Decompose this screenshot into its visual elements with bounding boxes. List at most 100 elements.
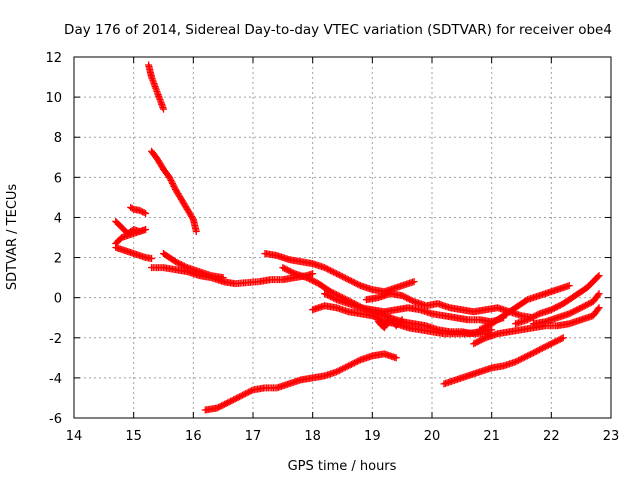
y-tick-label: 10: [45, 91, 62, 106]
data-point: [543, 342, 551, 350]
y-tick-label: 12: [45, 51, 62, 66]
data-point: [283, 266, 291, 274]
x-tick-label: 15: [125, 429, 142, 444]
data-point: [534, 310, 542, 318]
data-point: [346, 361, 354, 369]
data-point: [594, 305, 602, 313]
data-point: [324, 291, 332, 299]
data-point: [595, 290, 603, 298]
x-axis-label: GPS time / hours: [288, 459, 397, 474]
data-point: [333, 368, 341, 376]
data-point: [310, 277, 318, 285]
data-point: [477, 325, 485, 333]
x-tick-label: 14: [66, 429, 83, 444]
x-tick-label: 22: [543, 429, 560, 444]
data-point: [516, 356, 524, 364]
x-tick-label: 16: [185, 429, 202, 444]
data-point: [343, 363, 351, 371]
data-point: [328, 293, 336, 301]
series-arc-m: [374, 314, 406, 332]
data-point: [140, 209, 148, 217]
data-point: [525, 315, 533, 323]
series-arc-n: [476, 282, 573, 334]
data-point: [192, 227, 200, 235]
series-arc-r: [440, 334, 567, 388]
data-point: [306, 275, 314, 283]
data-point: [595, 304, 603, 312]
y-axis-label: SDTVAR / TECUs: [5, 184, 20, 291]
y-tick-label: -4: [49, 372, 62, 387]
data-point: [350, 359, 358, 367]
data-point: [538, 344, 546, 352]
y-tick-label: -6: [49, 412, 62, 427]
data-point: [171, 258, 179, 266]
data-point: [167, 176, 175, 184]
plot-frame: [73, 56, 612, 419]
y-tick-label: -2: [49, 332, 62, 347]
y-tick-label: 6: [54, 171, 62, 186]
data-point: [288, 268, 296, 276]
data-point: [579, 303, 587, 311]
x-tick-labels: 14 15 16 17 18 19 20 21 22 23: [66, 57, 619, 444]
data-point: [547, 306, 555, 314]
data-point: [400, 292, 408, 300]
data-point: [556, 301, 564, 309]
data-point: [128, 204, 136, 212]
data-point: [337, 366, 345, 374]
data-point: [583, 301, 591, 309]
data-point: [476, 326, 484, 334]
data-point: [279, 264, 287, 272]
data-point: [136, 206, 144, 214]
data-point: [160, 105, 167, 113]
data-point: [355, 281, 363, 289]
series-arc-b: [148, 147, 200, 235]
data-point: [240, 390, 248, 398]
data-point: [234, 393, 242, 401]
data-point: [346, 276, 354, 284]
data-point: [477, 336, 485, 344]
grid-lines: [74, 57, 611, 418]
data-point: [373, 314, 381, 322]
data-point: [169, 181, 177, 189]
series-arc-h: [261, 250, 418, 296]
data-point: [480, 335, 488, 343]
data-point: [225, 398, 233, 406]
data-point: [409, 297, 417, 305]
series-arc-g: [160, 250, 227, 282]
x-tick-label: 19: [364, 429, 381, 444]
data-point: [337, 272, 345, 280]
data-point: [180, 262, 188, 270]
data-point: [397, 317, 405, 325]
data-point: [565, 282, 573, 290]
x-tick-label: 17: [245, 429, 262, 444]
data-point: [574, 305, 582, 313]
data-point: [168, 178, 176, 186]
data-point: [559, 334, 567, 342]
data-point: [476, 337, 484, 345]
data-point: [520, 353, 528, 361]
data-point: [328, 267, 336, 275]
data-point: [485, 321, 493, 329]
data-point: [350, 279, 358, 287]
data-point: [480, 323, 488, 331]
data-point: [355, 357, 363, 365]
data-point: [552, 338, 560, 346]
data-point: [534, 347, 542, 355]
data-point: [410, 278, 418, 286]
data-point: [227, 397, 235, 405]
data-point: [529, 349, 537, 357]
y-tick-label: 0: [54, 292, 62, 307]
data-point: [230, 396, 238, 404]
chart-title: Day 176 of 2014, Sidereal Day-to-day VTE…: [64, 22, 612, 38]
data-point: [570, 307, 578, 315]
series-arc-o: [512, 272, 603, 328]
series-arc-e: [112, 244, 156, 263]
y-tick-label: 4: [54, 211, 62, 226]
data-point: [471, 339, 479, 347]
data-point: [398, 316, 406, 324]
series-arc-s: [201, 350, 400, 414]
data-point: [166, 175, 174, 183]
data-point: [137, 207, 145, 215]
data-point: [392, 354, 400, 362]
data-point: [168, 179, 176, 187]
